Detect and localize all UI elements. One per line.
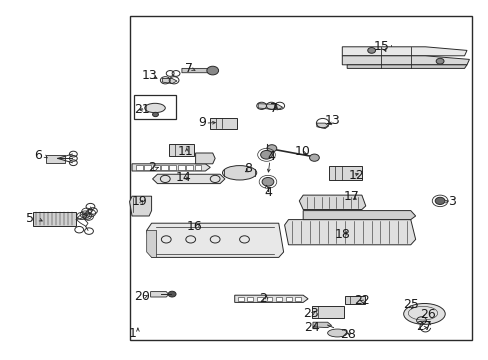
Text: 20: 20 xyxy=(134,291,149,303)
Ellipse shape xyxy=(327,329,346,337)
Text: 11: 11 xyxy=(178,145,193,158)
Text: 18: 18 xyxy=(334,228,349,240)
Bar xyxy=(46,155,65,163)
Bar xyxy=(136,165,142,170)
Text: 7: 7 xyxy=(269,102,277,114)
Polygon shape xyxy=(316,123,328,129)
Text: 12: 12 xyxy=(348,169,364,182)
Text: 8: 8 xyxy=(244,162,252,175)
Bar xyxy=(168,144,194,156)
Polygon shape xyxy=(258,104,282,110)
Text: 13: 13 xyxy=(141,69,157,82)
Bar xyxy=(276,297,282,301)
Bar xyxy=(161,165,167,170)
Text: 10: 10 xyxy=(294,145,309,158)
Bar xyxy=(152,165,159,170)
Bar xyxy=(311,306,343,318)
Polygon shape xyxy=(303,211,415,220)
Bar xyxy=(256,297,262,301)
Polygon shape xyxy=(132,164,210,171)
Ellipse shape xyxy=(144,103,165,113)
Polygon shape xyxy=(152,174,224,184)
Bar xyxy=(210,118,237,129)
Text: 23: 23 xyxy=(302,307,318,320)
Bar xyxy=(328,166,361,180)
Circle shape xyxy=(260,150,272,159)
Text: 13: 13 xyxy=(324,114,340,127)
Circle shape xyxy=(435,58,443,64)
Text: 4: 4 xyxy=(264,186,271,199)
Bar xyxy=(144,165,151,170)
Polygon shape xyxy=(299,195,365,210)
Text: 15: 15 xyxy=(373,40,388,53)
Circle shape xyxy=(168,291,176,297)
Bar xyxy=(33,212,76,226)
Bar xyxy=(344,296,365,304)
Circle shape xyxy=(206,66,218,75)
Bar xyxy=(266,297,272,301)
Text: 3: 3 xyxy=(447,195,455,208)
Bar xyxy=(194,165,201,170)
Text: 28: 28 xyxy=(340,328,355,341)
Ellipse shape xyxy=(403,303,444,324)
Polygon shape xyxy=(182,68,212,73)
Bar xyxy=(186,165,193,170)
Polygon shape xyxy=(162,78,177,84)
Text: 19: 19 xyxy=(131,195,147,208)
Text: 2: 2 xyxy=(259,292,266,305)
Polygon shape xyxy=(346,65,466,68)
Bar xyxy=(295,297,301,301)
Text: 2: 2 xyxy=(147,161,155,174)
Circle shape xyxy=(367,48,375,53)
Bar xyxy=(285,297,291,301)
Circle shape xyxy=(434,197,444,204)
Polygon shape xyxy=(146,223,283,257)
Bar xyxy=(129,16,471,340)
Polygon shape xyxy=(146,230,156,257)
Polygon shape xyxy=(234,295,307,302)
Polygon shape xyxy=(129,196,151,216)
Text: 4: 4 xyxy=(267,150,275,163)
Bar xyxy=(169,165,176,170)
Text: 9: 9 xyxy=(198,116,205,129)
Text: 17: 17 xyxy=(344,190,359,203)
Bar xyxy=(237,297,243,301)
Circle shape xyxy=(309,154,319,161)
Circle shape xyxy=(262,177,273,186)
Text: 24: 24 xyxy=(304,321,319,334)
Text: 25: 25 xyxy=(402,298,418,311)
Polygon shape xyxy=(342,56,468,65)
Text: 6: 6 xyxy=(34,149,42,162)
Text: 1: 1 xyxy=(129,327,137,340)
Text: 5: 5 xyxy=(26,212,34,225)
Circle shape xyxy=(152,112,158,117)
Circle shape xyxy=(266,145,276,152)
Text: 14: 14 xyxy=(175,171,191,184)
Polygon shape xyxy=(150,292,168,297)
Polygon shape xyxy=(284,220,415,245)
Text: 7: 7 xyxy=(185,62,193,75)
Text: 26: 26 xyxy=(419,309,435,321)
Text: 16: 16 xyxy=(186,220,202,233)
Bar xyxy=(178,165,184,170)
Text: 27: 27 xyxy=(416,320,431,333)
Bar xyxy=(247,297,253,301)
Ellipse shape xyxy=(222,166,256,180)
Text: 21: 21 xyxy=(134,103,149,116)
Polygon shape xyxy=(195,153,215,164)
Polygon shape xyxy=(342,47,466,56)
Polygon shape xyxy=(312,322,331,328)
Text: 22: 22 xyxy=(353,294,369,307)
Bar xyxy=(134,95,176,119)
